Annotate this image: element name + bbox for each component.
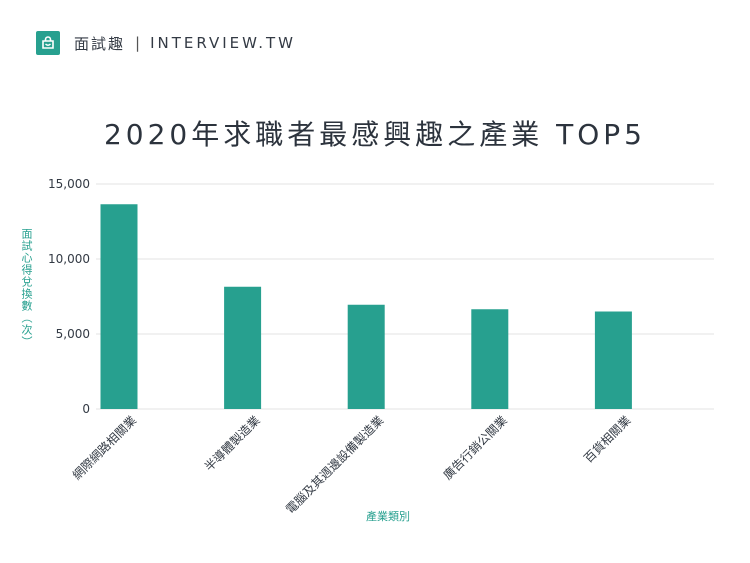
y-axis-label: 面試心得兌換數（次） [20, 228, 33, 348]
x-tick-label: 半導體製造業 [202, 413, 263, 474]
y-axis-ticks: 0 5,000 10,000 15,000 [48, 177, 90, 416]
brand-separator: | [135, 34, 141, 52]
x-axis-label: 產業類別 [366, 510, 410, 523]
chart-title: 2020年求職者最感興趣之產業 TOP5 [103, 118, 646, 151]
x-tick-label: 電腦及其週邊設備製造業 [282, 413, 386, 517]
brand-name: 面試趣 [74, 34, 126, 53]
bar [347, 304, 385, 409]
x-tick-label: 廣告行銷公關業 [440, 413, 510, 483]
brand-header: 面試趣 | INTERVIEW.TW [36, 30, 296, 56]
y-tick-label: 15,000 [48, 177, 90, 191]
bar [594, 311, 632, 409]
shopping-bag-icon [36, 31, 60, 55]
y-tick-label: 0 [82, 402, 90, 416]
x-tick-label: 百貨相關業 [580, 413, 633, 466]
x-axis-ticks: 網際網路相關業 半導體製造業 電腦及其週邊設備製造業 廣告行銷公關業 百貨相關業 [69, 413, 633, 517]
y-tick-label: 5,000 [56, 327, 90, 341]
bars [100, 204, 632, 409]
y-tick-label: 10,000 [48, 252, 90, 266]
brand-site: INTERVIEW.TW [150, 34, 296, 52]
bar [471, 309, 509, 409]
x-tick-label: 網際網路相關業 [69, 413, 139, 483]
bar [224, 286, 262, 409]
bar [100, 204, 138, 409]
